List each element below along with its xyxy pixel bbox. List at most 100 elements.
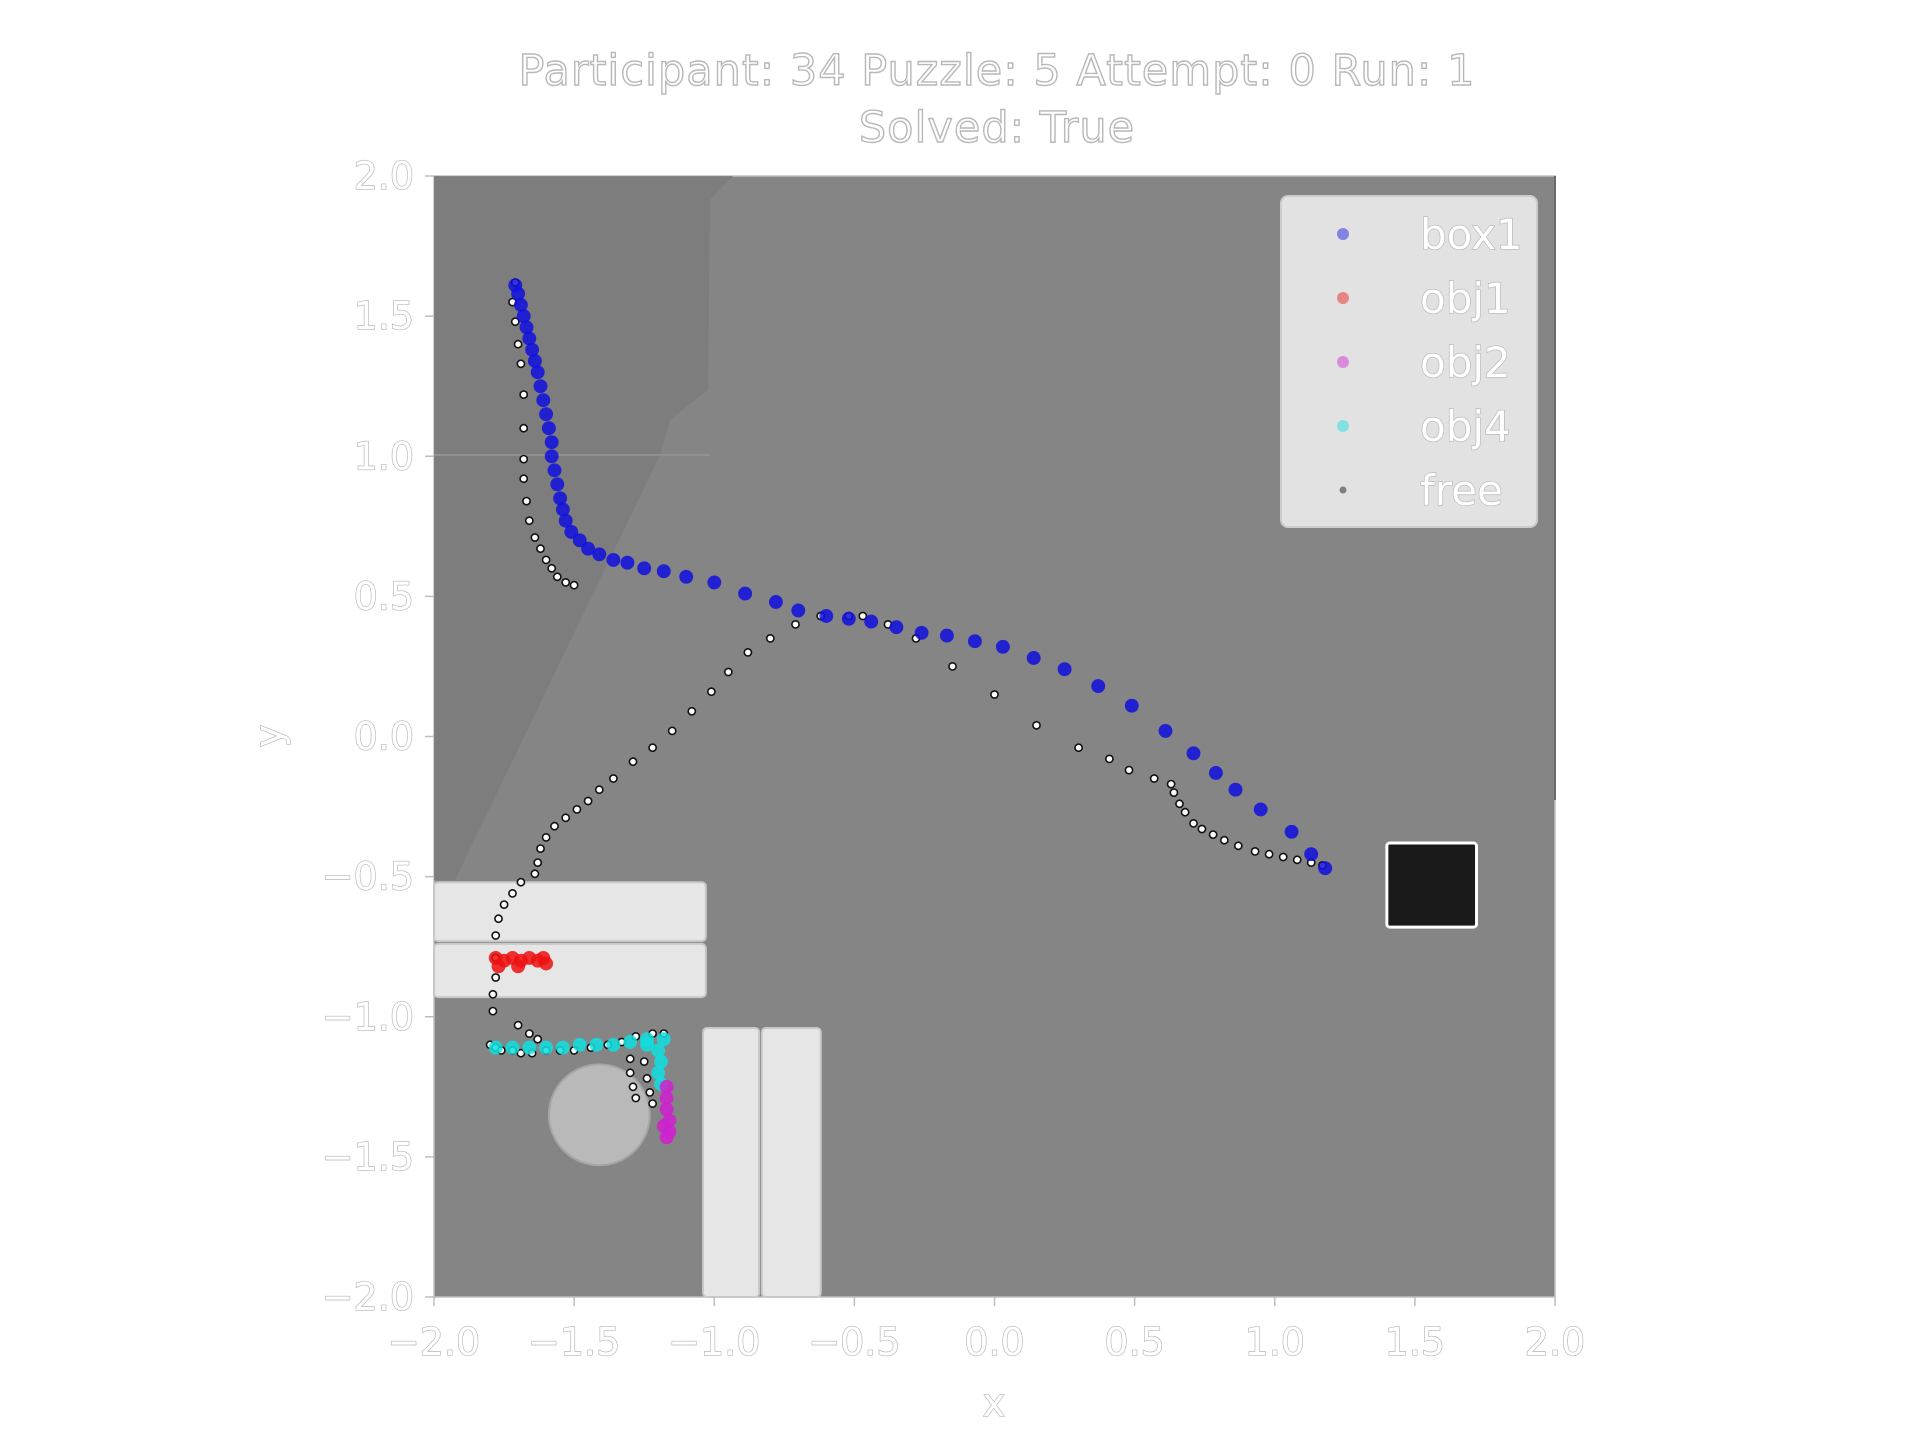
free-point-89 <box>1197 824 1207 834</box>
wall-obstacle-1 <box>433 942 707 999</box>
series-obj2 <box>656 1079 677 1145</box>
free-point-46 <box>491 973 501 982</box>
box1-point-9 <box>533 379 548 394</box>
free-point-49 <box>494 914 503 924</box>
box1-point-26 <box>637 561 652 576</box>
free-point-96 <box>1292 855 1302 865</box>
free-point-5 <box>519 390 529 399</box>
free-point-16 <box>561 578 571 587</box>
box1-point-34 <box>841 611 856 626</box>
free-point-84 <box>1166 779 1176 789</box>
box1-point-22 <box>581 541 596 556</box>
free-point-64 <box>648 743 657 753</box>
free-point-85 <box>1169 788 1179 797</box>
legend-label-obj1: obj1 <box>1420 274 1511 323</box>
scene-objects <box>433 841 1479 1298</box>
legend-marker-obj2 <box>1337 356 1349 368</box>
background-shade <box>434 176 733 880</box>
free-point-40 <box>648 1099 657 1108</box>
free-point-86 <box>1175 799 1184 809</box>
free-point-87 <box>1180 807 1190 817</box>
box1-point-48 <box>1228 782 1243 797</box>
goal-box <box>1385 841 1479 929</box>
legend-marker-box1 <box>1337 228 1349 240</box>
obj4-point-0 <box>488 1040 503 1055</box>
box1-point-20 <box>564 524 579 539</box>
free-point-61 <box>594 785 604 795</box>
free-point-68 <box>723 667 733 677</box>
free-point-7 <box>519 454 529 464</box>
box1-point-43 <box>1091 679 1106 694</box>
free-point-8 <box>519 474 529 484</box>
box1-point-11 <box>539 407 554 422</box>
free-point-77 <box>948 662 957 671</box>
box1-point-12 <box>541 421 556 436</box>
x-axis: −2.0 −1.5 −1.0 −0.5 0.0 0.5 1.0 1.5 2.0 <box>387 1297 1586 1365</box>
free-point-22 <box>516 1048 526 1058</box>
obj4-point-13 <box>651 1065 666 1080</box>
wall-obstacle-2 <box>702 1026 761 1298</box>
box1-point-2 <box>513 297 528 312</box>
box1-point-24 <box>606 552 621 567</box>
wall-obstacle-3 <box>760 1026 822 1298</box>
y-tick-label-1: 1.5 <box>354 294 414 338</box>
free-point-35 <box>628 1082 638 1092</box>
obj2-point-6 <box>656 1119 671 1133</box>
free-point-90 <box>1208 830 1218 839</box>
legend-label-obj2: obj2 <box>1420 338 1511 387</box>
box1-point-52 <box>1318 861 1333 876</box>
box1-point-19 <box>558 513 573 528</box>
round-obstacle <box>547 1063 651 1167</box>
free-point-41 <box>513 1020 523 1030</box>
free-point-59 <box>572 805 582 814</box>
free-point-15 <box>552 572 562 582</box>
legend-marker-free <box>1339 486 1347 494</box>
free-point-36 <box>631 1093 641 1103</box>
free-point-92 <box>1233 841 1243 851</box>
free-point-80 <box>1074 743 1083 753</box>
free-point-62 <box>609 774 618 783</box>
free-point-9 <box>522 496 531 506</box>
free-point-57 <box>550 821 559 831</box>
box1-point-15 <box>547 463 562 478</box>
obj4-point-15 <box>640 1037 654 1052</box>
free-point-82 <box>1124 765 1134 775</box>
box1-point-14 <box>544 449 559 464</box>
y-tick-label-8: −2.0 <box>322 1275 414 1319</box>
obj1-point-7 <box>539 956 554 971</box>
box1-point-23 <box>592 547 607 562</box>
box1-point-30 <box>738 586 753 601</box>
free-point-52 <box>516 877 526 887</box>
free-point-67 <box>707 687 716 697</box>
free-point-42 <box>524 1029 534 1038</box>
free-point-83 <box>1149 774 1159 783</box>
free-point-37 <box>639 1057 649 1066</box>
box1-point-29 <box>707 575 722 590</box>
obj4-point-8 <box>623 1035 638 1049</box>
obj4-point-6 <box>589 1037 604 1052</box>
x-axis-label: x <box>983 1381 1006 1425</box>
obj4-point-3 <box>539 1040 554 1055</box>
box1-point-42 <box>1057 662 1072 677</box>
x-tick-label-7: 1.5 <box>1385 1320 1445 1364</box>
box1-point-40 <box>995 639 1010 654</box>
x-tick-label-6: 1.0 <box>1245 1320 1305 1364</box>
box1-point-44 <box>1124 698 1139 713</box>
box1-point-18 <box>555 502 570 517</box>
free-point-12 <box>536 544 545 554</box>
box1-point-3 <box>516 309 531 324</box>
box1-point-39 <box>967 634 982 649</box>
free-point-93 <box>1250 847 1260 856</box>
chart-title: Participant: 34 Puzzle: 5 Attempt: 0 Run… <box>518 45 1476 96</box>
obj4-point-5 <box>572 1037 587 1052</box>
box1-point-49 <box>1253 802 1268 817</box>
x-tick-label-2: −1.0 <box>668 1320 760 1364</box>
y-tick-label-2: 1.0 <box>354 434 414 478</box>
series-obj1 <box>488 950 554 974</box>
box1-point-47 <box>1208 765 1223 780</box>
y-tick-label-3: 0.5 <box>354 574 414 618</box>
box1-point-50 <box>1284 824 1299 839</box>
free-point-70 <box>765 634 775 643</box>
box1-point-27 <box>656 564 671 579</box>
box1-point-37 <box>914 625 929 640</box>
